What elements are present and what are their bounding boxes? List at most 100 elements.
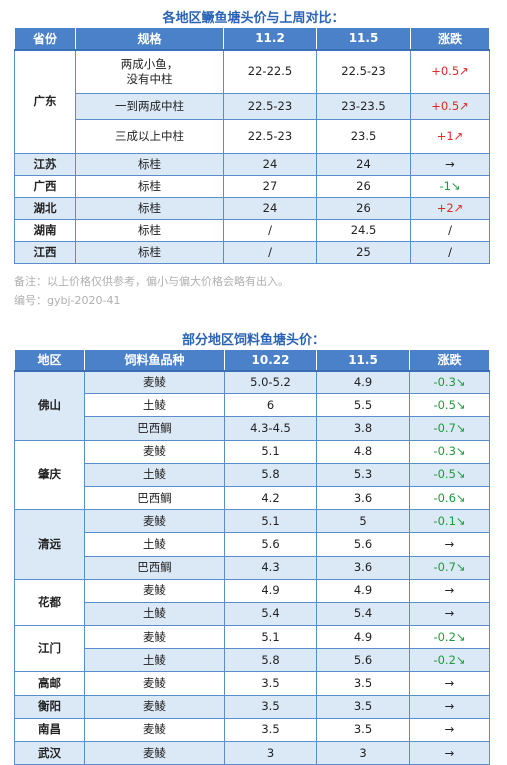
spec-cell: 两成小鱼， 没有中柱: [75, 49, 224, 94]
header-province: 省份: [14, 27, 76, 51]
price-cell: 22.5-23: [316, 49, 411, 94]
price-cell: 25: [316, 241, 411, 264]
fish-type-cell: 巴西鲷: [84, 485, 225, 511]
change-cell: -1↘: [410, 175, 490, 198]
change-cell: +2↗: [410, 197, 490, 220]
header-fish-type: 饲料鱼品种: [84, 349, 225, 372]
change-cell: +0.5↗: [410, 49, 490, 94]
price-cell: 3.5: [316, 717, 410, 743]
change-cell: -0.7↘: [409, 555, 490, 580]
region-guangdong: 广东: [14, 49, 76, 154]
spec-cell: 标桂: [75, 219, 224, 242]
spec-cell: 标桂: [75, 197, 224, 220]
price-cell: /: [223, 241, 317, 264]
price-cell: 27: [223, 175, 317, 198]
region-hubei: 湖北: [14, 197, 76, 220]
table1-title: 各地区鳜鱼塘头价与上周对比：: [162, 11, 345, 26]
region-cell: 肇庆: [14, 439, 85, 511]
price-cell: 4.9: [316, 625, 410, 650]
region-cell: 南昌: [14, 717, 85, 743]
feed-fish-price-table: 地区 饲料鱼品种 10.22 11.5 涨跌 佛山 麦鲮 5.0-5.2 4.9 -0.3↘ 土鲮 6…: [14, 349, 490, 765]
region-cell: 佛山: [14, 370, 85, 441]
price-cell: 26: [316, 197, 411, 220]
price-cell: 26: [316, 175, 411, 198]
change-cell: -0.3↘: [409, 369, 490, 395]
change-cell: →: [409, 694, 490, 719]
price-cell: 5.8: [224, 462, 317, 487]
spec-cell: 标桂: [75, 153, 224, 176]
price-cell: 4.3: [224, 555, 317, 580]
header-spec: 规格: [75, 27, 224, 51]
note-text: 备注：以上价格仅供参考，偏小与偏大价格会略有出入。: [14, 275, 289, 288]
fish-type-cell: 麦鲮: [84, 717, 225, 743]
price-cell: 6: [224, 393, 317, 418]
change-cell: →: [409, 601, 490, 627]
header-change: 涨跌: [410, 27, 490, 51]
price-cell: 3.5: [224, 717, 317, 743]
price-cell: 3.5: [316, 694, 410, 719]
fish-type-cell: 麦鲮: [84, 439, 225, 464]
change-cell: -0.1↘: [409, 509, 490, 534]
fish-type-cell: 土鲮: [84, 462, 225, 487]
change-cell: →: [409, 532, 490, 557]
price-cell: 4.9: [224, 578, 317, 603]
price-cell: 3.5: [224, 671, 317, 696]
price-cell: 22.5-23: [223, 93, 317, 120]
price-cell: 5.6: [316, 532, 410, 557]
price-cell: 5.5: [316, 393, 410, 418]
fish-type-cell: 麦鲮: [84, 625, 225, 650]
price-cell: 5.0-5.2: [224, 369, 317, 395]
change-cell: -0.2↘: [409, 625, 490, 650]
region-cell: 花都: [14, 578, 85, 627]
price-cell: 22-22.5: [223, 49, 317, 94]
guppy-price-table: 省份 规格 11.2 11.5 涨跌 广东 两成小鱼， 没有中柱 22-22.5…: [14, 27, 490, 264]
price-cell: 4.2: [224, 485, 317, 511]
price-cell: 4.9: [316, 369, 410, 395]
header-date-1: 11.2: [223, 27, 317, 51]
change-cell: -0.5↘: [409, 462, 490, 487]
fish-type-cell: 麦鲮: [84, 369, 225, 395]
fish-type-cell: 麦鲮: [84, 740, 225, 765]
price-cell: 24: [223, 153, 317, 176]
fish-type-cell: 麦鲮: [84, 694, 225, 719]
fish-type-cell: 麦鲮: [84, 578, 225, 603]
price-cell: 3.6: [316, 555, 410, 580]
price-cell: 5.4: [224, 601, 317, 627]
spec-cell: 标桂: [75, 241, 224, 264]
region-cell: 清远: [14, 509, 85, 580]
price-cell: 4.8: [316, 439, 410, 464]
fish-type-cell: 麦鲮: [84, 671, 225, 696]
price-cell: 3.5: [316, 671, 410, 696]
change-cell: +0.5↗: [410, 93, 490, 120]
price-cell: 5.6: [224, 532, 317, 557]
fish-type-cell: 土鲮: [84, 601, 225, 627]
price-cell: 24: [223, 197, 317, 220]
change-cell: →: [409, 671, 490, 696]
region-guangxi: 广西: [14, 175, 76, 198]
change-cell: →: [409, 578, 490, 603]
price-cell: 23-23.5: [316, 93, 411, 120]
header-date-1: 10.22: [224, 349, 317, 372]
region-jiangxi: 江西: [14, 241, 76, 264]
change-cell: →: [409, 740, 490, 765]
change-cell: -0.6↘: [409, 485, 490, 511]
change-cell: /: [410, 219, 490, 242]
price-cell: 5.3: [316, 462, 410, 487]
region-hunan: 湖南: [14, 219, 76, 242]
header-region: 地区: [14, 349, 85, 372]
fish-type-cell: 土鲮: [84, 532, 225, 557]
price-cell: 22.5-23: [223, 119, 317, 154]
region-jiangsu: 江苏: [14, 153, 76, 176]
header-change: 涨跌: [409, 349, 490, 372]
price-cell: 4.3-4.5: [224, 416, 317, 441]
price-cell: 5.1: [224, 625, 317, 650]
price-cell: 23.5: [316, 119, 411, 154]
table2-title: 部分地区饲料鱼塘头价：: [181, 333, 325, 348]
change-cell: -0.2↘: [409, 648, 490, 673]
header-date-2: 11.5: [316, 27, 411, 51]
region-cell: 武汉: [14, 740, 85, 765]
price-cell: 3: [316, 740, 410, 765]
spec-cell: 标桂: [75, 175, 224, 198]
price-cell: 3.5: [224, 694, 317, 719]
fish-type-cell: 土鲮: [84, 393, 225, 418]
